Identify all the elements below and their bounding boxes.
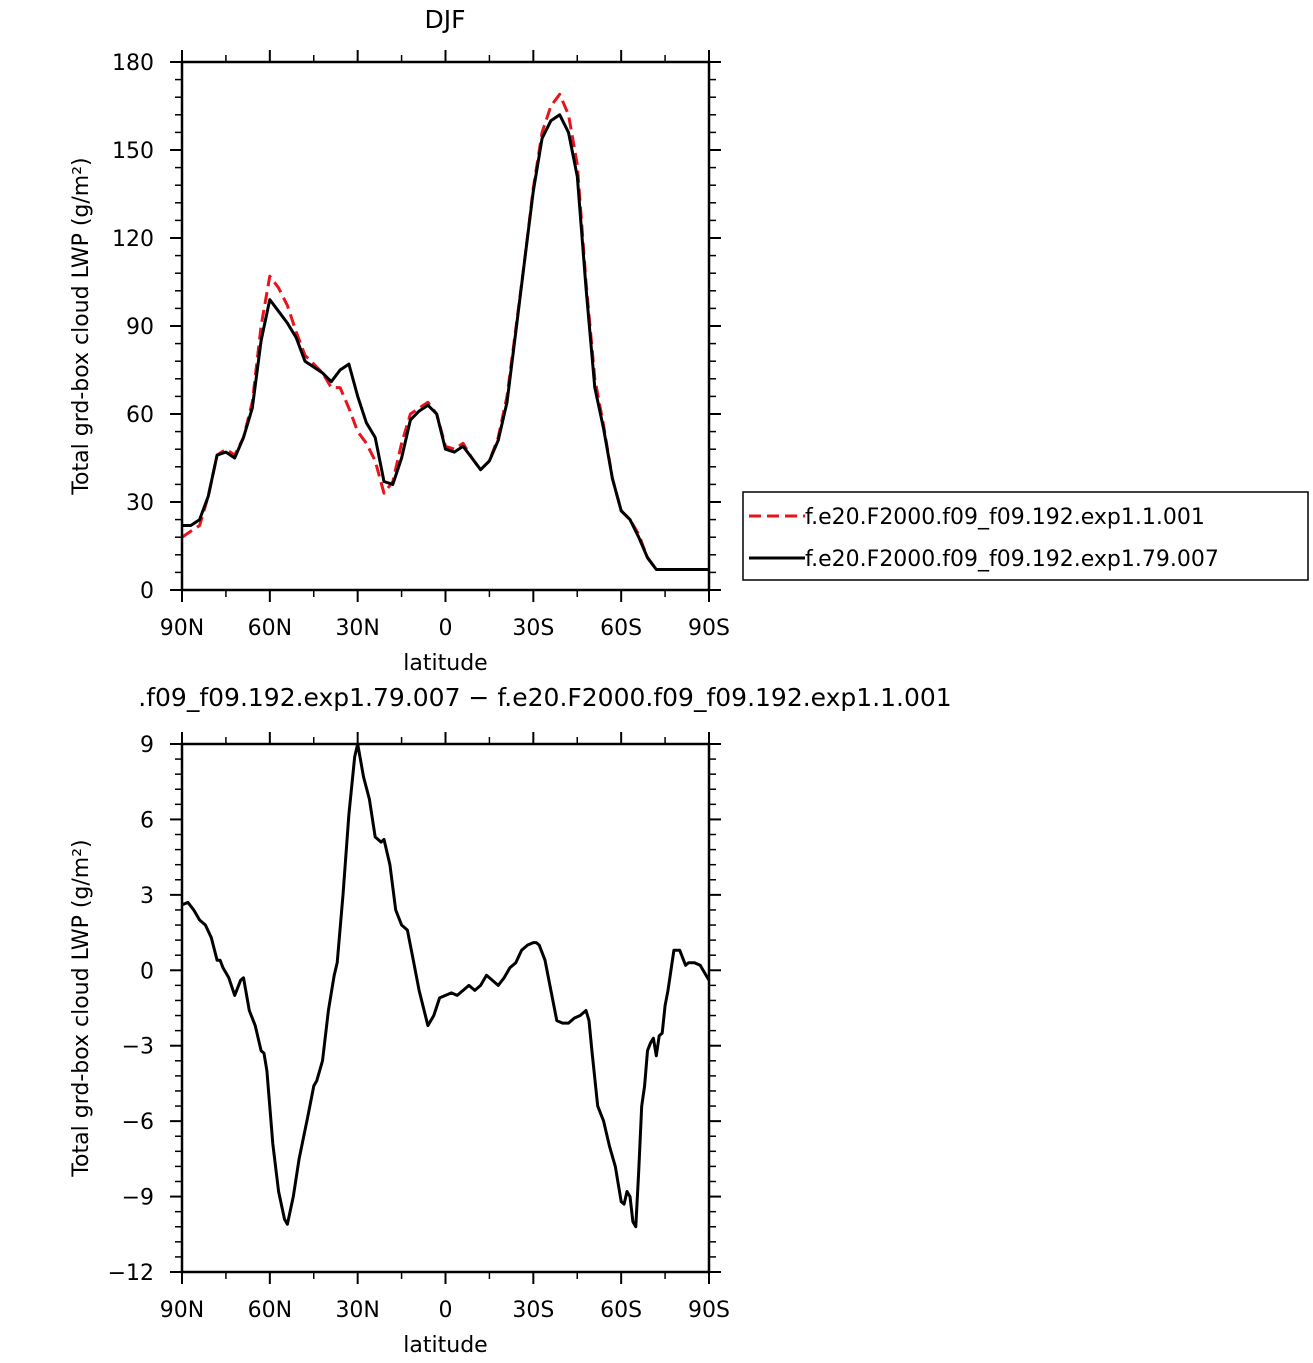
y-tick-label: 90 [126, 315, 154, 340]
x-tick-label: 30N [335, 1298, 379, 1323]
legend-label: f.e20.F2000.f09_f09.192.exp1.79.007 [805, 547, 1219, 572]
x-tick-label: 60S [600, 616, 642, 641]
y-tick-label: 30 [126, 491, 154, 516]
plot-frame [180, 742, 711, 1274]
x-tick-label: 60S [600, 1298, 642, 1323]
y-tick-label: 0 [140, 579, 154, 604]
y-tick-label: 180 [112, 51, 154, 76]
series-line-0 [181, 742, 711, 1229]
y-tick-label: 9 [140, 733, 154, 758]
x-tick-label: 30S [512, 1298, 554, 1323]
x-tick-label: 90S [688, 1298, 730, 1323]
x-axis-label: latitude [403, 651, 487, 676]
x-tick-label: 60N [248, 1298, 292, 1323]
y-tick-label: −3 [122, 1035, 154, 1060]
y-tick-label: 6 [140, 808, 154, 833]
x-axis-label: latitude [403, 1333, 487, 1358]
x-tick-label: 30S [512, 616, 554, 641]
bottom-difference-chart: .f09_f09.192.exp1.79.007 − f.e20.F2000.f… [69, 683, 952, 1358]
x-tick-label: 0 [439, 1298, 453, 1323]
y-tick-label: 120 [112, 227, 154, 252]
series-line-0 [181, 92, 709, 571]
legend-label: f.e20.F2000.f09_f09.192.exp1.1.001 [805, 505, 1205, 530]
top-line-chart: DJF 90N 60N 30N 0 30S 60S 90S 0 30 60 90 120 150 180 la… [69, 5, 1309, 676]
y-axis-label: Total grd-box cloud LWP (g/m²) [69, 839, 94, 1177]
x-tick-label: 90N [160, 1298, 204, 1323]
y-tick-label: 3 [140, 884, 154, 909]
x-tick-label: 0 [439, 616, 453, 641]
y-tick-label: 150 [112, 139, 154, 164]
x-tick-label: 90S [688, 616, 730, 641]
x-tick-label: 60N [248, 616, 292, 641]
x-tick-label: 90N [160, 616, 204, 641]
y-axis-label: Total grd-box cloud LWP (g/m²) [69, 157, 94, 495]
x-tick-label: 30N [335, 616, 379, 641]
legend-box [742, 491, 1309, 581]
plot-frame [180, 60, 711, 592]
y-tick-label: 0 [140, 959, 154, 984]
legend: f.e20.F2000.f09_f09.192.exp1.1.001 f.e20.… [742, 491, 1309, 581]
y-tick-label: 60 [126, 403, 154, 428]
y-tick-label: −6 [122, 1110, 154, 1135]
y-tick-label: −12 [108, 1261, 154, 1286]
chart-title: .f09_f09.192.exp1.79.007 − f.e20.F2000.f… [138, 683, 951, 712]
y-tick-label: −9 [122, 1186, 154, 1211]
series-line-1 [182, 113, 709, 571]
chart-title: DJF [424, 5, 465, 34]
